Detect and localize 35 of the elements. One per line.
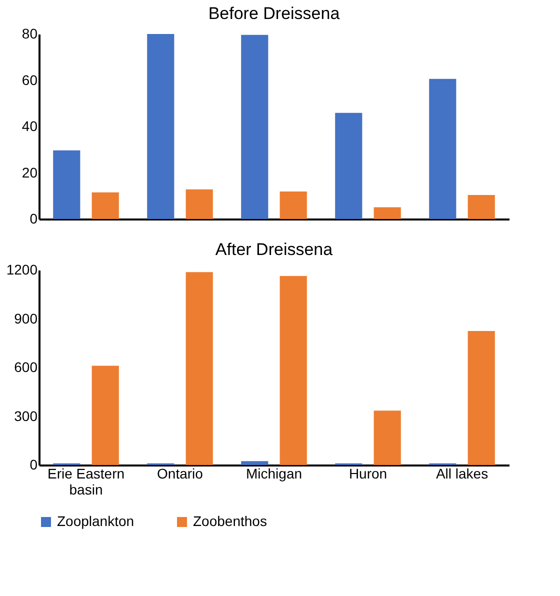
bar: [429, 78, 456, 219]
y-tick-label: 900: [14, 310, 38, 326]
y-tick-label: 60: [22, 72, 38, 88]
bar: [374, 207, 401, 219]
bar: [374, 410, 401, 465]
y-tick-label: 0: [30, 456, 38, 472]
x-tick-label: Michigan: [246, 466, 302, 482]
y-tick-label: 300: [14, 408, 38, 424]
y-tick-label: 600: [14, 359, 38, 375]
bar: [92, 192, 119, 219]
y-tick-label: 20: [22, 164, 38, 180]
y-tick-label: 80: [22, 26, 38, 42]
bar: [335, 112, 362, 219]
x-tick-label: All lakes: [436, 466, 488, 482]
bar: [280, 191, 307, 219]
chart-title: After Dreissena: [215, 240, 334, 259]
bar: [280, 276, 307, 465]
x-tick-label: Ontario: [157, 466, 204, 482]
bar: [241, 461, 268, 465]
y-tick-label: 1200: [6, 262, 38, 278]
y-tick-label: 0: [30, 210, 38, 226]
bar: [468, 194, 495, 219]
y-tick-label: 40: [22, 118, 38, 134]
bar: [53, 150, 80, 219]
bar: [92, 366, 119, 465]
legend-label: Zoobenthos: [193, 513, 267, 529]
bar: [147, 34, 174, 219]
x-tick-label: Erie Eastern basin: [47, 466, 125, 498]
legend-label: Zooplankton: [57, 513, 134, 529]
bar: [468, 330, 495, 465]
x-tick-label: Huron: [348, 466, 388, 482]
bar: [186, 272, 213, 465]
chart-title: Before Dreissena: [208, 4, 340, 23]
bar: [186, 189, 213, 219]
bar: [241, 34, 268, 219]
